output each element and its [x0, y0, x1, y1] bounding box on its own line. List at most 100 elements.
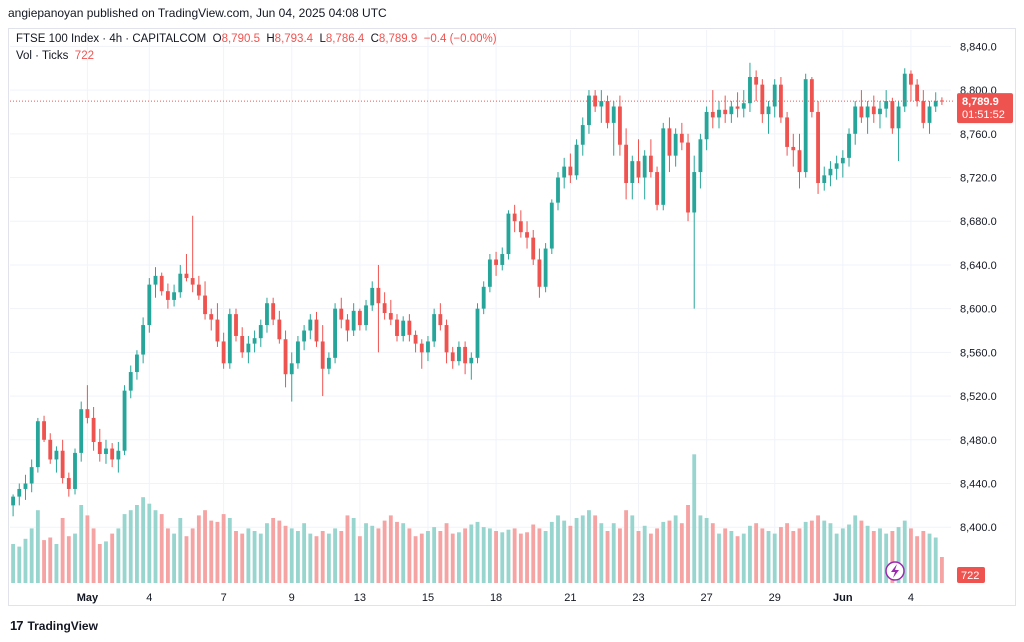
volume-bar — [871, 531, 876, 583]
volume-bar — [302, 523, 307, 583]
candle-body — [234, 314, 238, 336]
volume-bar — [698, 515, 703, 583]
candle-body — [42, 421, 46, 440]
chart-frame[interactable] — [8, 28, 1016, 606]
candle-body — [364, 305, 368, 326]
volume-bar — [234, 531, 238, 583]
candle-body — [822, 175, 827, 183]
candle-body — [648, 155, 653, 173]
candle-body — [605, 101, 610, 123]
volume-value: 722 — [74, 50, 94, 62]
candle-body — [512, 213, 517, 222]
candle-body — [828, 168, 833, 176]
candle-body — [258, 325, 263, 339]
y-tick-label: 8,520.0 — [960, 391, 997, 403]
volume-bar — [11, 544, 16, 583]
candle-body — [797, 150, 802, 173]
candle-body — [438, 314, 443, 326]
volume-bar — [54, 544, 59, 583]
volume-bar — [494, 531, 498, 583]
candle-body — [865, 106, 870, 118]
candle-body — [351, 310, 356, 331]
tradingview-brand: TradingView — [27, 618, 98, 633]
volume-bar — [203, 510, 207, 583]
candle-body — [178, 273, 183, 293]
volume-bar — [884, 533, 889, 583]
volume-bar — [481, 527, 486, 583]
candle-body — [921, 101, 926, 123]
volume-bar — [240, 533, 245, 583]
x-tick-label: 21 — [564, 592, 576, 604]
y-tick-label: 8,680.0 — [960, 216, 997, 228]
volume-bar — [66, 536, 71, 583]
volume-bar — [388, 515, 393, 583]
candle-body — [599, 101, 604, 107]
volume-bar — [475, 521, 480, 583]
candle-body — [23, 483, 28, 489]
volume-bar — [611, 523, 616, 583]
volume-bar — [159, 514, 164, 583]
candle-body — [766, 106, 771, 115]
volume-legend[interactable]: Vol · Ticks 722 — [16, 50, 94, 62]
candle-body — [840, 157, 845, 164]
volume-bar — [252, 531, 257, 583]
x-tick-label: 23 — [632, 592, 644, 604]
tradingview-footer[interactable]: 17 TradingView — [10, 618, 98, 633]
candle-body — [17, 488, 22, 497]
volume-bar — [822, 520, 827, 583]
volume-bar — [729, 531, 734, 583]
candle-body — [184, 273, 189, 279]
symbol-legend[interactable]: FTSE 100 Index · 4h · CAPITALCOM O8,790.… — [16, 33, 497, 45]
high-value: 8,793.4 — [274, 33, 314, 45]
x-tick-label: May — [77, 592, 99, 604]
open-value: 8,790.5 — [221, 33, 260, 45]
volume-bar — [909, 528, 913, 583]
volume-bar — [853, 515, 858, 583]
volume-bar — [444, 523, 449, 583]
candle-body — [525, 232, 529, 238]
x-tick-label: 4 — [146, 592, 152, 604]
volume-bar — [135, 505, 139, 583]
alert-lightning-icon[interactable] — [885, 561, 905, 581]
candle-body — [395, 319, 399, 336]
candle-body — [537, 259, 542, 287]
volume-bar — [382, 520, 387, 583]
candle-body — [754, 76, 759, 85]
volume-bar — [104, 541, 108, 583]
volume-bar — [748, 525, 752, 583]
symbol-name[interactable]: FTSE 100 Index · 4h · CAPITALCOM — [16, 33, 207, 45]
candle-body — [723, 109, 728, 115]
candle-body — [816, 111, 820, 183]
candle-body — [196, 284, 201, 296]
volume-label: Vol · Ticks — [16, 50, 69, 62]
candle-body — [531, 237, 536, 260]
candle-body — [878, 108, 882, 115]
candle-body — [382, 303, 387, 314]
candle-body — [760, 84, 765, 115]
candle-body — [580, 125, 585, 145]
volume-bar — [17, 546, 22, 583]
volume-bar — [840, 528, 845, 583]
volume-bar — [258, 533, 263, 583]
candle-body — [698, 139, 703, 173]
volume-bar — [85, 515, 90, 583]
volume-bar — [283, 525, 288, 583]
volume-bar — [73, 533, 77, 583]
x-tick-label: 15 — [422, 592, 434, 604]
volume-bar — [686, 505, 690, 583]
volume-bar — [921, 531, 926, 583]
volume-bar — [735, 536, 740, 583]
volume-bar — [450, 533, 455, 583]
volume-bar — [48, 537, 53, 583]
candle-body — [871, 106, 876, 115]
volume-bar — [116, 528, 121, 583]
candle-body — [296, 341, 300, 364]
volume-bar — [289, 528, 294, 583]
volume-bar — [153, 510, 158, 583]
candle-body — [376, 287, 381, 304]
volume-bar — [184, 536, 189, 583]
candle-body — [624, 144, 629, 183]
volume-bar — [277, 520, 282, 583]
candle-body — [79, 409, 84, 453]
